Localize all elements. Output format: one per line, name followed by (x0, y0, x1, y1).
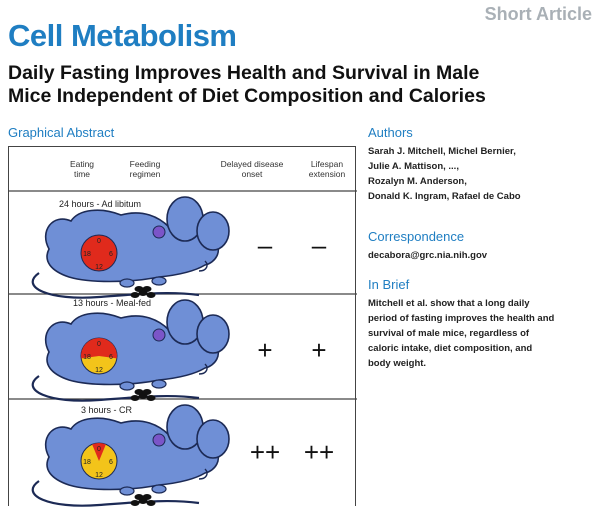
author-line: Donald K. Ingram, Rafael de Cabo (368, 191, 521, 202)
clock-eating-slice (92, 443, 106, 461)
col-header-feeding-regimen: Feeding regimen (129, 159, 161, 179)
mouse-eye (152, 225, 166, 239)
col-header-eating-time: Eating time (69, 159, 95, 179)
author-line: Sarah J. Mitchell, Michel Bernier, (368, 146, 516, 157)
mouse-eye (152, 328, 166, 342)
correspondence-email[interactable]: decabora@grc.nia.nih.gov (368, 250, 488, 261)
mouse-ear (196, 314, 230, 354)
mouse-row-3: 0 6 12 18 (31, 404, 230, 507)
food-pellet (142, 494, 152, 500)
food-pellet (146, 292, 156, 298)
row-label-ad-libitum: 24 hours - Ad libitum (59, 199, 142, 209)
food-pellet (134, 494, 144, 500)
food-pellet (134, 286, 144, 292)
mouse-mouth (198, 363, 208, 375)
graphical-abstract-figure: 0 6 12 18 0 6 12 18 0 6 12 18 (9, 190, 357, 507)
in-brief-line: body weight. (368, 358, 427, 369)
authors-section: Authors Sarah J. Mitchell, Michel Bernie… (368, 125, 598, 204)
mouse-ear (196, 211, 230, 251)
title-line-2: Mice Independent of Diet Composition and… (8, 85, 486, 107)
food-pellet (130, 500, 140, 506)
mouse-mouth (198, 468, 208, 480)
authors-heading: Authors (368, 125, 413, 140)
mouse-paw (151, 484, 167, 494)
graphical-abstract-heading: Graphical Abstract (8, 125, 115, 140)
food-pellet (146, 500, 156, 506)
mouse-paw (119, 278, 135, 288)
mouse-tail (31, 272, 200, 299)
correspondence-heading: Correspondence (368, 229, 465, 244)
food-pellet (130, 292, 140, 298)
article-title: Daily Fasting Improves Health and Surviv… (8, 62, 598, 108)
clock-hour-label: 6 (109, 354, 113, 361)
correspondence-section: Correspondence decabora@grc.nia.nih.gov (368, 229, 598, 263)
food-pellet (142, 389, 152, 395)
mouse-mouth (198, 260, 208, 272)
food-pellet (130, 395, 140, 401)
in-brief-line: Mitchell et al. show that a long daily (368, 298, 530, 309)
clock-hour-label: 12 (95, 264, 103, 271)
food-pellet (142, 286, 152, 292)
author-line: Julie A. Mattison, ..., (368, 161, 459, 172)
title-line-1: Daily Fasting Improves Health and Surviv… (8, 62, 480, 84)
in-brief-section: In Brief Mitchell et al. show that a lon… (368, 277, 598, 371)
clock-hour-label: 18 (83, 354, 91, 361)
col-header-delayed-onset: Delayed disease onset (220, 159, 284, 179)
article-type-label: Short Article (484, 4, 592, 24)
row-3-delayed-onset-mark: ++ (249, 437, 281, 467)
in-brief-line: period of fasting improves the health an… (368, 313, 555, 324)
mouse-tail (31, 375, 200, 402)
col-header-lifespan: Lifespan extension (308, 159, 346, 179)
mouse-eye (152, 433, 166, 447)
mouse-ear (196, 419, 230, 459)
clock-hour-label: 0 (97, 341, 101, 348)
mouse-paw (151, 379, 167, 389)
row-1-lifespan-mark: – (311, 230, 327, 260)
row-label-meal-fed: 13 hours - Meal-fed (73, 298, 152, 308)
row-1-delayed-onset-mark: – (257, 230, 273, 260)
in-brief-line: survival of male mice, regardless of (368, 328, 530, 339)
row-3-lifespan-mark: ++ (303, 437, 335, 467)
mouse-row-2: 0 6 12 18 (31, 299, 230, 402)
clock-hour-label: 12 (95, 472, 103, 479)
row-2-lifespan-mark: + (311, 335, 327, 365)
clock-eating-slice (80, 234, 118, 272)
clock-eating-slice (81, 338, 118, 359)
food-pellet (146, 395, 156, 401)
row-label-cr: 3 hours - CR (81, 405, 133, 415)
mouse-paw (119, 381, 135, 391)
mouse-paw (151, 276, 167, 286)
clock-hour-label: 18 (83, 251, 91, 258)
mouse-paw (119, 486, 135, 496)
author-line: Rozalyn M. Anderson, (368, 176, 467, 187)
clock-hour-label: 6 (109, 251, 113, 258)
mouse-row-1: 0 6 12 18 (31, 196, 230, 299)
row-2-delayed-onset-mark: + (257, 335, 273, 365)
clock-hour-label: 12 (95, 367, 103, 374)
clock-hour-label: 6 (109, 459, 113, 466)
in-brief-heading: In Brief (368, 277, 410, 292)
clock-hour-label: 18 (83, 459, 91, 466)
food-pellet (134, 389, 144, 395)
clock-hour-label: 0 (97, 238, 101, 245)
in-brief-line: caloric intake, diet composition, and (368, 343, 533, 354)
clock-hour-label: 0 (97, 446, 101, 453)
journal-name: Cell Metabolism (8, 18, 237, 53)
graphical-abstract-panel: 0 6 12 18 0 6 12 18 0 6 12 18 Eating time Feeding r… (8, 146, 357, 507)
